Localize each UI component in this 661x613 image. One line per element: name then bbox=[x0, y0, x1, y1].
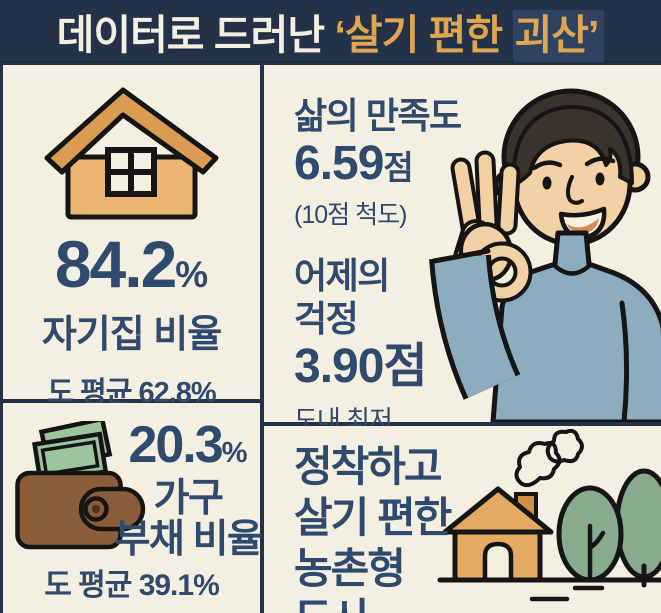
debt-value-number: 20.3 bbox=[128, 416, 223, 474]
satisfaction-title: 삶의 만족도 bbox=[294, 95, 462, 136]
satisfaction-value-unit: 점 bbox=[383, 149, 413, 186]
debt-label-line2: 부채 비율 bbox=[114, 517, 263, 561]
housing-stats: 84.2% 자기집 비율 도 평균 62.8% bbox=[3, 231, 260, 411]
panel-rural: 정착하고 살기 편한 농촌형 도시 bbox=[264, 426, 661, 613]
satisfaction-scale-note: (10점 척도) bbox=[294, 201, 407, 230]
worry-value-unit: 점 bbox=[383, 339, 427, 393]
debt-stats: 20.3% 가구 부채 비율 bbox=[113, 419, 263, 561]
rural-line3: 농촌형 bbox=[294, 544, 406, 592]
satisfaction-value-number: 6.59 bbox=[294, 137, 384, 190]
debt-average: 도 평균 39.1% bbox=[44, 569, 220, 602]
debt-label-line1: 가구 bbox=[153, 477, 224, 520]
satisfaction-text-block: 삶의 만족도 6.59점 (10점 척도) 어제의 걱정 3.90점 도내 최저 bbox=[294, 87, 534, 437]
title-highlight: 괴산’ bbox=[512, 9, 605, 62]
title-quoted: ‘살기 편한 bbox=[334, 11, 513, 58]
panel-debt: 20.3% 가구 부채 비율 도 평균 39.1% bbox=[3, 403, 263, 613]
debt-value-unit: % bbox=[221, 437, 248, 469]
rural-line4: 도시 bbox=[294, 595, 369, 613]
header-bar: 데이터로 드러난 ‘살기 편한 괴산’ bbox=[0, 0, 661, 62]
housing-value-unit: % bbox=[175, 254, 209, 295]
rural-text-block: 정착하고 살기 편한 농촌형 도시 bbox=[294, 442, 514, 613]
housing-label: 자기집 비율 bbox=[41, 314, 222, 356]
rural-line2: 살기 편한 bbox=[294, 493, 452, 541]
page-title: 데이터로 드러난 ‘살기 편한 괴산’ bbox=[56, 1, 605, 62]
worry-value: 3.90점 bbox=[294, 339, 534, 393]
house-icon bbox=[44, 87, 219, 220]
debt-label: 가구 부채 비율 bbox=[113, 477, 263, 561]
debt-value: 20.3% bbox=[113, 419, 263, 471]
wallet-money-icon bbox=[15, 421, 146, 550]
panel-satisfaction: 삶의 만족도 6.59점 (10점 척도) 어제의 걱정 3.90점 도내 최저 bbox=[264, 65, 661, 435]
satisfaction-value: 6.59점 bbox=[294, 137, 534, 190]
house-trees-illustration bbox=[437, 428, 661, 602]
worry-value-number: 3.90 bbox=[294, 339, 384, 393]
man-ok-gesture-illustration bbox=[429, 88, 661, 422]
title-prefix: 데이터로 드러난 bbox=[56, 11, 335, 58]
housing-value: 84.2% bbox=[3, 231, 260, 297]
housing-value-number: 84.2 bbox=[54, 227, 177, 301]
worry-title-line1: 어제의 bbox=[294, 255, 390, 297]
worry-title: 어제의 걱정 bbox=[294, 255, 534, 339]
worry-title-line2: 걱정 bbox=[294, 297, 359, 339]
panel-housing: 84.2% 자기집 비율 도 평균 62.8% bbox=[3, 65, 260, 409]
rural-line1: 정착하고 bbox=[294, 443, 443, 490]
